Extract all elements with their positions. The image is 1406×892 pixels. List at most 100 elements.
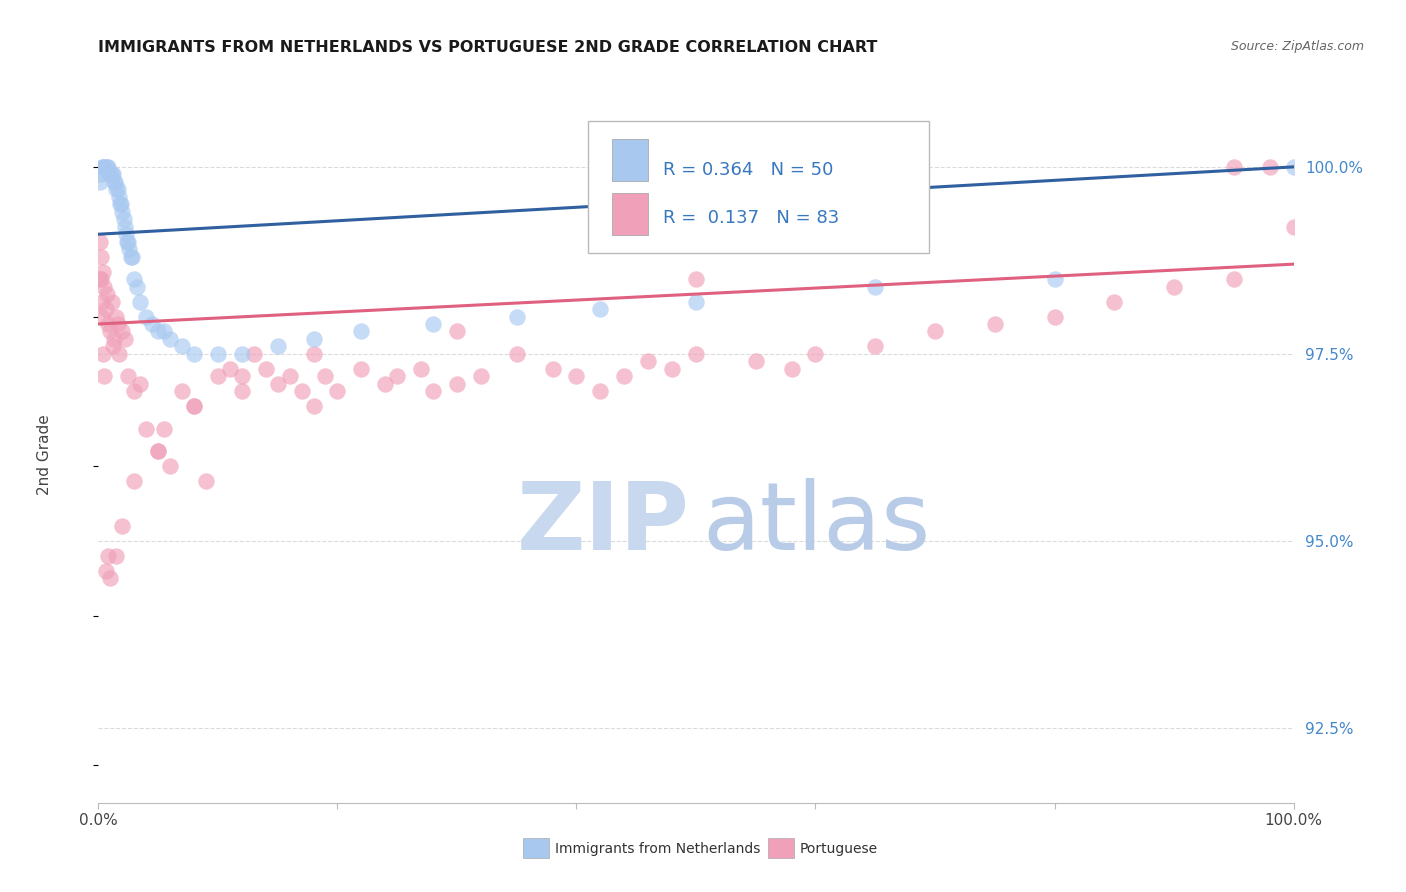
Point [863, 279, 887, 293]
Text: 2nd Grade: 2nd Grade [37, 415, 52, 495]
Point [114, 332, 136, 346]
Point [107, 317, 129, 331]
Point [103, 175, 125, 189]
Text: IMMIGRANTS FROM NETHERLANDS VS PORTUGUESE 2ND GRADE CORRELATION CHART: IMMIGRANTS FROM NETHERLANDS VS PORTUGUES… [98, 40, 877, 55]
Point [90, 167, 112, 181]
Point [148, 444, 170, 458]
Point [91, 265, 114, 279]
Point [589, 384, 612, 399]
Point [97, 549, 120, 563]
Point [111, 325, 134, 339]
Point [153, 325, 176, 339]
Point [804, 347, 827, 361]
Point [96, 287, 118, 301]
Point [1222, 272, 1246, 286]
Point [120, 250, 142, 264]
Point [117, 369, 139, 384]
Point [114, 219, 136, 234]
Text: Immigrants from Netherlands: Immigrants from Netherlands [555, 842, 761, 855]
Point [231, 369, 253, 384]
Point [96, 160, 118, 174]
Point [148, 325, 170, 339]
Point [637, 354, 659, 368]
FancyBboxPatch shape [523, 838, 548, 858]
Point [1163, 279, 1185, 293]
Point [94, 160, 117, 174]
Point [1282, 219, 1305, 234]
Point [254, 362, 277, 376]
Point [183, 399, 205, 413]
Point [153, 422, 176, 436]
Point [118, 242, 141, 256]
Point [89, 235, 111, 249]
Point [506, 310, 529, 324]
Point [685, 294, 707, 309]
Point [135, 422, 157, 436]
Point [302, 347, 325, 361]
Point [661, 362, 683, 376]
Point [93, 369, 115, 384]
Point [97, 160, 120, 174]
Point [984, 317, 1007, 331]
Point [115, 227, 138, 242]
Point [98, 167, 121, 181]
Point [121, 250, 143, 264]
Text: Portuguese: Portuguese [800, 842, 879, 855]
Point [278, 369, 301, 384]
Point [326, 384, 349, 399]
FancyBboxPatch shape [768, 838, 794, 858]
Point [172, 339, 194, 353]
Point [565, 369, 588, 384]
Point [194, 474, 218, 488]
Text: R = 0.364   N = 50: R = 0.364 N = 50 [662, 161, 832, 178]
Point [385, 369, 409, 384]
Point [91, 160, 114, 174]
Point [111, 204, 134, 219]
Point [124, 474, 146, 488]
Point [924, 325, 946, 339]
Point [350, 362, 373, 376]
Point [89, 272, 111, 286]
Point [107, 182, 129, 196]
Point [105, 549, 128, 563]
Point [470, 369, 492, 384]
Point [148, 444, 170, 458]
Point [302, 399, 325, 413]
Point [159, 459, 181, 474]
Point [91, 310, 114, 324]
Point [350, 325, 373, 339]
Point [780, 362, 803, 376]
Point [129, 294, 152, 309]
Point [589, 301, 612, 316]
Point [98, 325, 122, 339]
Point [506, 347, 529, 361]
Point [94, 564, 117, 578]
Point [446, 325, 468, 339]
Point [93, 279, 115, 293]
Point [107, 190, 129, 204]
Point [159, 332, 181, 346]
Point [267, 339, 290, 353]
Point [100, 294, 122, 309]
Point [207, 347, 229, 361]
FancyBboxPatch shape [588, 121, 929, 253]
Point [1102, 294, 1125, 309]
Point [267, 376, 290, 391]
Point [91, 160, 114, 174]
Point [98, 167, 122, 181]
Point [91, 294, 114, 309]
Point [745, 354, 768, 368]
Point [219, 362, 242, 376]
Point [863, 339, 887, 353]
Point [115, 235, 138, 249]
Point [685, 272, 707, 286]
Text: atlas: atlas [702, 478, 931, 571]
Point [98, 571, 122, 585]
Point [129, 376, 152, 391]
Point [172, 384, 194, 399]
Point [207, 369, 229, 384]
Point [613, 369, 636, 384]
Text: ZIP: ZIP [517, 478, 690, 571]
Text: R =  0.137   N = 83: R = 0.137 N = 83 [662, 210, 839, 227]
Text: Source: ZipAtlas.com: Source: ZipAtlas.com [1230, 40, 1364, 54]
